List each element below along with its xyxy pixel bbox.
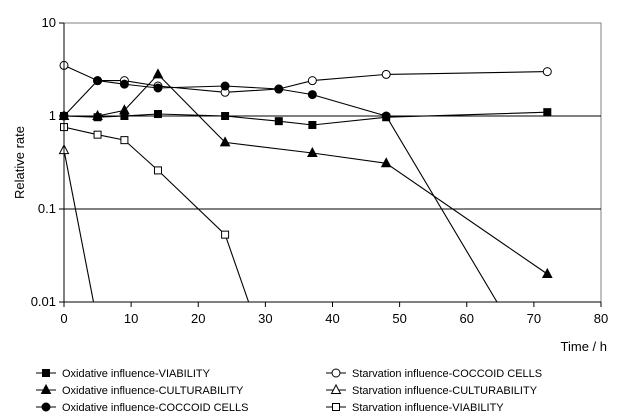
legend-label: Starvation influence-COCCOID CELLS [352, 368, 542, 380]
data-point [542, 67, 552, 77]
data-point [93, 130, 102, 139]
series-line [63, 126, 250, 302]
legend-marker [331, 368, 341, 378]
data-point [219, 136, 231, 147]
x-tick-label: 20 [191, 311, 205, 326]
series-line [63, 111, 548, 126]
y-tick-label: 1 [49, 108, 56, 123]
legend-marker [42, 369, 50, 377]
legend-label: Oxidative influence-VIABILITY [62, 368, 211, 380]
x-tick-label: 30 [258, 311, 272, 326]
legend-marker [332, 403, 340, 411]
x-axis-title: Time / h [561, 339, 607, 354]
legend-marker [40, 383, 52, 394]
legend-label: Oxidative influence-COCCOID CELLS [62, 402, 248, 414]
legend: Oxidative influence-VIABILITY Starvation … [36, 368, 542, 414]
data-point [119, 79, 129, 89]
data-point [381, 69, 391, 79]
legend-marker [330, 383, 342, 394]
data-point [119, 104, 130, 115]
data-point [152, 68, 164, 79]
data-point [220, 81, 230, 91]
data-point [307, 146, 318, 158]
y-axis-title: Relative rate [12, 126, 27, 199]
data-point [221, 230, 230, 239]
data-point [543, 108, 552, 117]
data-point [153, 110, 162, 119]
data-point [381, 111, 391, 121]
data-point [541, 267, 553, 279]
series-0 [60, 108, 552, 130]
x-tick-label: 40 [325, 311, 339, 326]
data-point [92, 109, 103, 120]
legend-label: Oxidative influence-CULTURABILITY [62, 385, 244, 397]
y-tick-label: 0.01 [31, 294, 56, 309]
data-point [307, 76, 317, 86]
x-tick-label: 60 [460, 311, 474, 326]
plot-frame [63, 22, 602, 303]
x-tick-label: 10 [124, 311, 138, 326]
legend-label: Starvation influence-VIABILITY [352, 402, 504, 414]
y-tick-label: 0.1 [38, 201, 56, 216]
x-tick-label: 50 [392, 311, 406, 326]
axes: 0.01 0.1 1 10 0 10 20 30 40 50 60 70 80 Time / h Relat… [12, 15, 608, 354]
legend-label: Starvation influence-CULTURABILITY [352, 385, 538, 397]
data-point [153, 166, 162, 175]
x-tick-label: 70 [527, 311, 541, 326]
series-2 [58, 68, 553, 279]
data-point [221, 112, 230, 120]
data-point [93, 76, 103, 86]
grid-lines [63, 22, 602, 303]
data-point [153, 83, 163, 93]
data-point [308, 121, 317, 130]
series-3 [58, 144, 95, 302]
series-group [58, 60, 553, 302]
x-tick-label: 0 [60, 311, 67, 326]
data-point [120, 136, 129, 145]
data-point [307, 90, 317, 100]
data-point [274, 117, 283, 126]
data-point [380, 157, 392, 168]
legend-marker [41, 402, 51, 412]
x-tick-label: 80 [594, 311, 608, 326]
y-tick-label: 10 [42, 15, 56, 30]
series-line [63, 149, 95, 302]
series-1 [59, 60, 552, 97]
series-line [64, 73, 548, 275]
series-line [63, 64, 548, 93]
series-4 [59, 76, 498, 302]
data-point [274, 84, 284, 94]
